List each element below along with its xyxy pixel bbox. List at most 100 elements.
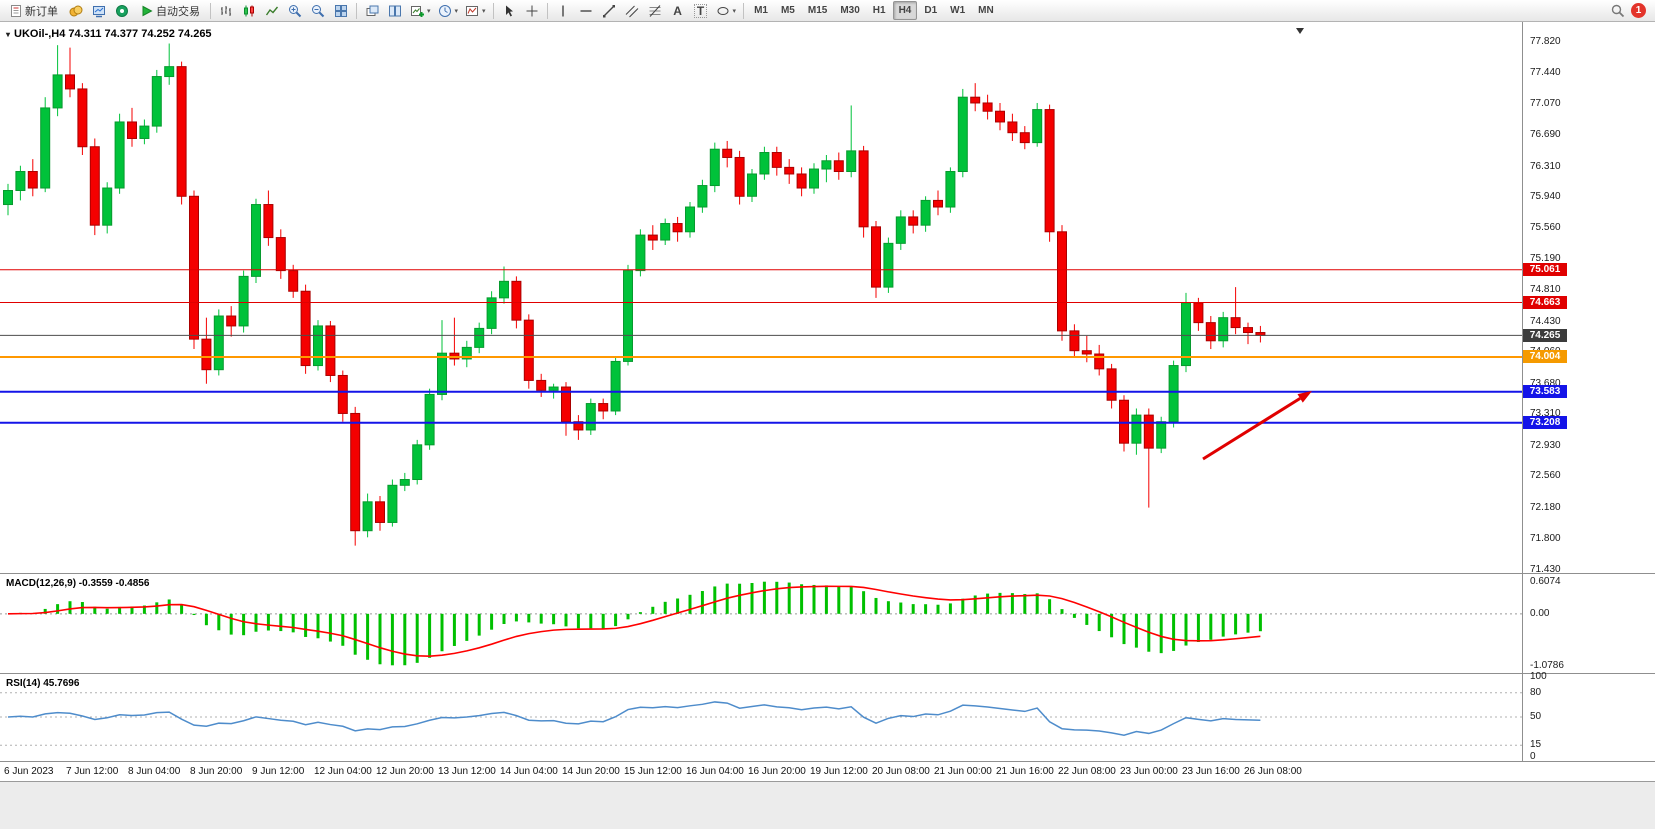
label-tool-icon: T (693, 3, 708, 18)
bull-candle (759, 152, 770, 175)
bear-candle (536, 379, 547, 391)
tile-windows-button[interactable] (330, 1, 352, 20)
search-icon[interactable] (1611, 4, 1625, 18)
macd-scale-max: 0.6074 (1530, 576, 1561, 587)
price-level-badge: 73.583 (1523, 385, 1567, 399)
annotation-arrow-head[interactable] (1297, 391, 1312, 403)
autotrading-button[interactable]: 自动交易 (134, 1, 206, 20)
chart-canvas[interactable] (0, 22, 1655, 782)
timeframe-m1-button[interactable]: M1 (754, 5, 768, 16)
metaquotes-button[interactable] (65, 1, 87, 20)
chevron-down-icon: ▾ (454, 7, 459, 15)
bull-candle (461, 346, 472, 360)
bull-candle (585, 403, 596, 431)
bear-candle (226, 315, 237, 327)
bull-candle (685, 206, 695, 233)
timeframe-w1-button[interactable]: W1 (950, 5, 966, 16)
macd-signal-line (7, 585, 1261, 658)
new-order-label: 新订单 (25, 5, 58, 18)
market-watch-button[interactable] (88, 1, 110, 20)
bull-candle (399, 479, 410, 486)
timeframe-m5-button[interactable]: M5 (780, 5, 795, 16)
bull-candle (846, 150, 857, 173)
notification-badge[interactable]: 1 (1631, 3, 1646, 18)
price-axis-tick: 75.940 (1530, 191, 1561, 203)
new-chart-button[interactable]: ▾ (407, 1, 434, 20)
bear-candle (982, 102, 993, 112)
bear-candle (970, 96, 981, 104)
zoom-in-button[interactable] (284, 1, 306, 20)
cursor-button[interactable] (498, 1, 520, 20)
chart-shift-marker-icon[interactable] (1296, 28, 1304, 34)
bear-candle (1081, 350, 1092, 355)
shapes-tool-button[interactable]: ▾ (713, 1, 740, 20)
price-axis-tick: 76.690 (1530, 129, 1561, 141)
bear-candle (598, 403, 609, 412)
zoom-out-button[interactable] (307, 1, 329, 20)
bull-candle (945, 171, 956, 208)
price-axis-tick: 77.440 (1530, 67, 1561, 79)
bear-candle (1019, 132, 1030, 144)
profiles-button[interactable]: ▾ (435, 1, 462, 20)
bear-candle (1106, 368, 1117, 401)
bar-chart-button[interactable] (215, 1, 237, 20)
bull-candle (660, 223, 671, 241)
bear-candle (263, 204, 274, 239)
time-axis-label: 16 Jun 04:00 (686, 765, 744, 777)
bear-candle (1069, 330, 1080, 352)
timeframe-group: M1 M5 M15 M30 H1 H4 D1 W1 MN (748, 1, 1000, 20)
macd-indicator-label: MACD(12,26,9) -0.3559 -0.4856 (6, 578, 150, 589)
vertical-line-tool-button[interactable] (552, 1, 574, 20)
tile-vertically-button[interactable] (384, 1, 406, 20)
bull-candle (139, 125, 150, 139)
bear-candle (65, 74, 75, 90)
timeframe-h1-button[interactable]: H1 (872, 5, 886, 16)
timeframe-h4-button[interactable]: H4 (892, 1, 918, 20)
candlestick-chart-button[interactable] (238, 1, 260, 20)
bull-candle (747, 173, 757, 197)
indicators-button[interactable]: ▾ (462, 1, 489, 20)
time-axis-label: 23 Jun 00:00 (1120, 765, 1178, 777)
fibonacci-tool-button[interactable] (644, 1, 666, 20)
gold-coins-icon (69, 5, 83, 16)
annotation-arrow-line[interactable] (1202, 397, 1301, 461)
channel-tool-button[interactable] (621, 1, 643, 20)
crosshair-button[interactable] (521, 1, 543, 20)
main-toolbar: 新订单 自动交易 (0, 0, 1655, 22)
text-tool-button[interactable]: A (667, 1, 689, 20)
bear-candle (908, 216, 919, 226)
bear-candle (833, 160, 844, 173)
bull-candle (313, 325, 323, 367)
bear-candle (201, 338, 212, 371)
new-order-button[interactable]: 新订单 (3, 1, 64, 20)
timeframe-d1-button[interactable]: D1 (924, 5, 938, 16)
community-button[interactable] (111, 1, 133, 20)
time-axis-label: 14 Jun 20:00 (562, 765, 620, 777)
chart-menu-arrow-icon[interactable]: ▾ (6, 29, 11, 39)
bear-candle (647, 234, 658, 241)
price-axis-tick: 73.680 (1530, 377, 1561, 389)
indicators-icon (466, 5, 479, 16)
cascade-windows-button[interactable] (361, 1, 383, 20)
bear-candle (337, 374, 348, 414)
time-axis-label: 26 Jun 08:00 (1244, 765, 1302, 777)
tile-windows-icon (335, 4, 347, 17)
bull-candle (3, 190, 13, 206)
cursor-icon (505, 5, 513, 16)
timeframe-m30-button[interactable]: M30 (840, 5, 860, 16)
price-level-badge: 74.663 (1523, 296, 1567, 310)
bull-candle (1131, 414, 1142, 444)
horizontal-line-tool-button[interactable] (575, 1, 597, 20)
price-level-badge: 75.061 (1523, 263, 1567, 277)
trendline-tool-button[interactable] (598, 1, 620, 20)
timeframe-mn-button[interactable]: MN (978, 5, 994, 16)
timeframe-m15-button[interactable]: M15 (807, 5, 828, 16)
toolbar-separator (210, 2, 211, 19)
bull-candle (623, 270, 633, 362)
rsi-indicator-label: RSI(14) 45.7696 (6, 678, 80, 689)
bear-candle (722, 148, 733, 158)
rsi-scale-tick: 0 (1530, 751, 1536, 763)
label-tool-button[interactable]: T (690, 1, 712, 20)
line-chart-button[interactable] (261, 1, 283, 20)
bear-candle (933, 199, 943, 208)
